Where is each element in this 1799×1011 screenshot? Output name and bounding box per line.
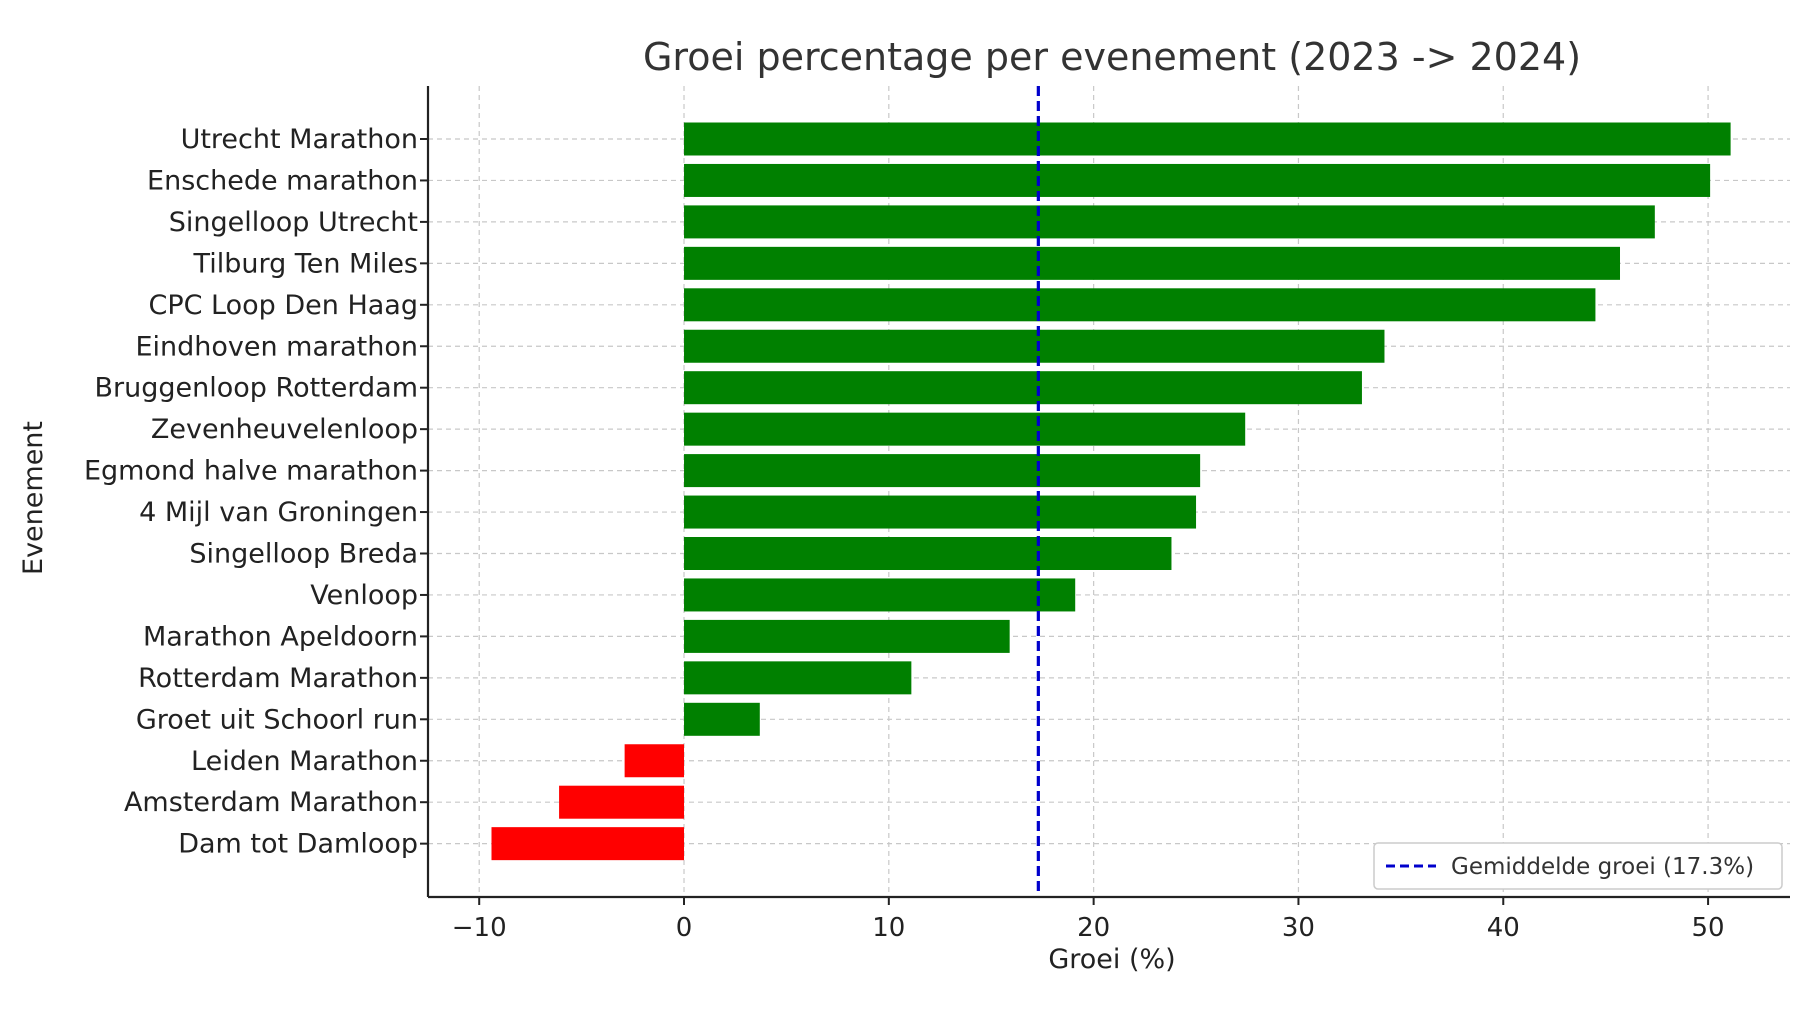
bar (491, 827, 685, 861)
bar (684, 412, 1246, 446)
y-tick-label: Utrecht Marathon (181, 124, 418, 155)
y-tick-label: Egmond halve marathon (84, 456, 418, 487)
bar (684, 371, 1362, 405)
x-tick-label: 40 (1487, 913, 1520, 943)
y-tick-label: Enschede marathon (147, 165, 418, 196)
y-tick-label: Singelloop Breda (189, 539, 418, 570)
axes: −10 0 10 20 30 40 50 (420, 86, 1790, 943)
x-axis-label: Groei (%) (1048, 944, 1175, 975)
y-tick-label: Zevenheuvelenloop (151, 414, 418, 445)
legend: Gemiddelde groei (17.3%) (1373, 842, 1783, 890)
bar (684, 702, 760, 736)
legend-entry-label: Gemiddelde groei (17.3%) (1451, 854, 1754, 880)
bar (559, 785, 685, 819)
chart-title: Groei percentage per evenement (2023 -> … (643, 35, 1581, 79)
bar (684, 288, 1596, 322)
y-tick-label: Bruggenloop Rotterdam (95, 373, 418, 404)
y-tick-label: Groet uit Schoorl run (136, 704, 418, 735)
bar (684, 537, 1172, 570)
y-tick-label: CPC Loop Den Haag (148, 290, 418, 321)
y-tick-label: Eindhoven marathon (135, 331, 418, 362)
bar (684, 122, 1731, 156)
x-tick-label: −10 (452, 913, 507, 943)
y-axis-label: Evenement (18, 421, 49, 575)
bar (684, 661, 912, 695)
bar (684, 246, 1621, 280)
y-tick-label: 4 Mijl van Groningen (139, 497, 418, 528)
y-tick-label: Leiden Marathon (191, 746, 418, 777)
bar (684, 578, 1076, 612)
bar (684, 454, 1201, 488)
x-tick-label: 10 (872, 913, 905, 943)
bars (491, 122, 1731, 861)
bar (624, 744, 685, 778)
x-tick-label: 30 (1282, 913, 1315, 943)
bar (684, 495, 1197, 529)
bar (684, 163, 1711, 197)
y-tick-label: Rotterdam Marathon (138, 663, 418, 694)
x-tick-label: 20 (1077, 913, 1110, 943)
x-tick-label: 50 (1692, 913, 1725, 943)
bar (684, 329, 1385, 363)
y-tick-label: Dam tot Damloop (178, 829, 418, 860)
legend-box (1373, 842, 1783, 890)
y-tick-label: Marathon Apeldoorn (143, 621, 418, 652)
category-labels: Utrecht Marathon Enschede marathon Singell… (84, 124, 418, 860)
y-tick-label: Amsterdam Marathon (124, 787, 418, 818)
bar (684, 619, 1010, 653)
y-tick-label: Venloop (310, 580, 418, 611)
y-tick-label: Singelloop Utrecht (169, 207, 418, 238)
bar (684, 205, 1655, 239)
x-tick-label: 0 (676, 913, 693, 943)
y-tick-label: Tilburg Ten Miles (193, 248, 418, 279)
